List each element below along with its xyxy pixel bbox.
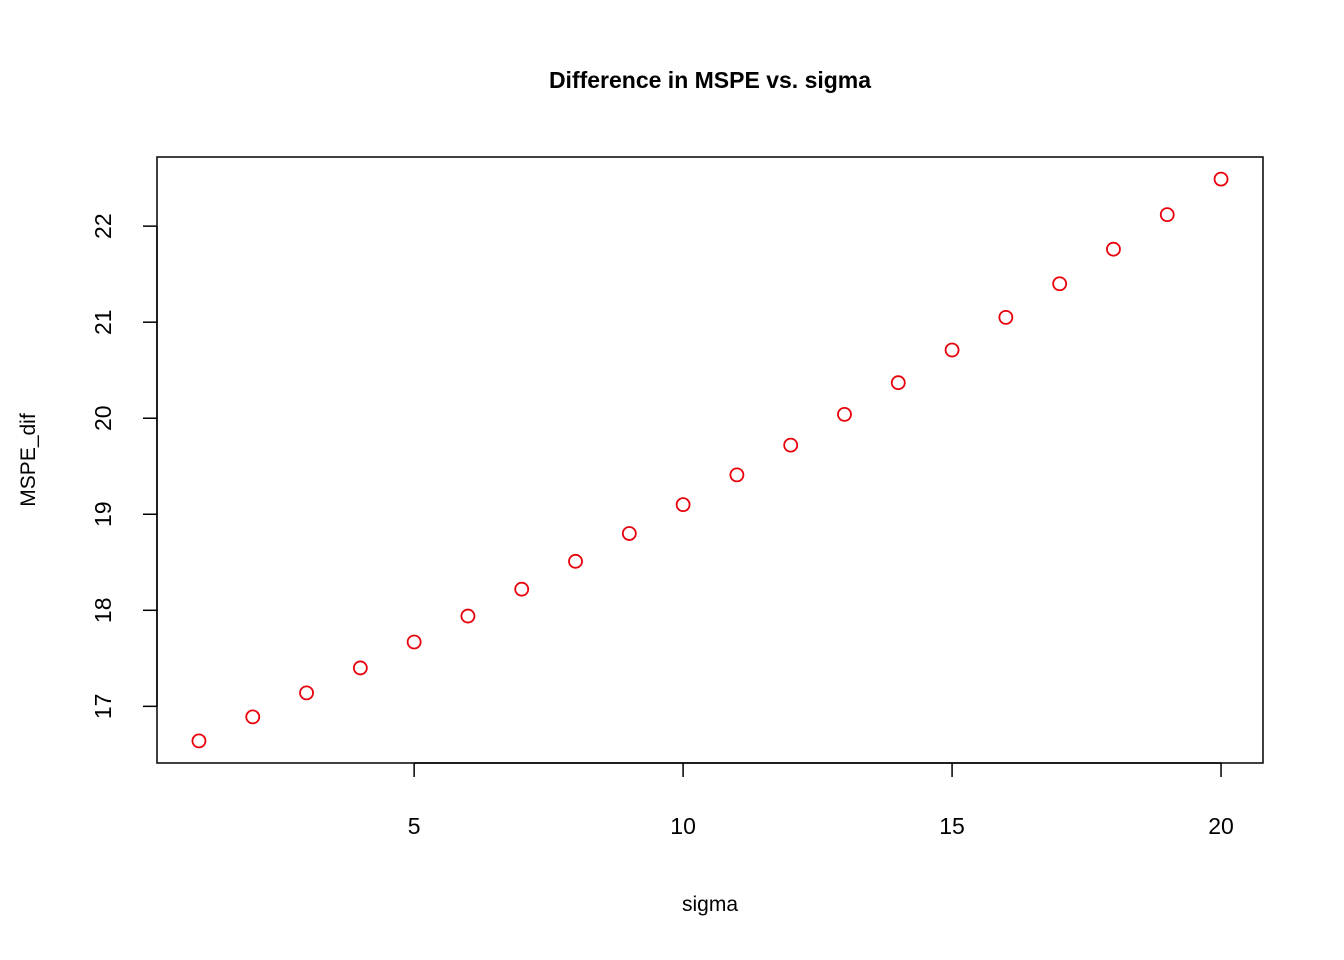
data-point [729, 467, 745, 483]
data-point [406, 634, 422, 650]
x-tick-label: 20 [1208, 813, 1234, 839]
plot-frame [156, 156, 1264, 764]
y-axis: 17 18 19 20 21 22 [90, 213, 158, 720]
data-point [890, 375, 906, 391]
x-tick-label: 5 [408, 813, 421, 839]
data-point [1213, 171, 1229, 187]
data-point [944, 342, 960, 358]
data-point [352, 660, 368, 676]
y-tick-label: 21 [90, 309, 116, 335]
data-point [191, 733, 207, 749]
data-point [299, 685, 314, 701]
data-point [568, 553, 583, 569]
data-point [514, 581, 530, 597]
y-axis-label: MSPE_dif [17, 413, 40, 507]
chart-title: Difference in MSPE vs. sigma [549, 67, 871, 93]
x-tick-label: 10 [670, 813, 696, 839]
data-point [460, 608, 476, 624]
y-tick-label: 17 [90, 694, 116, 720]
y-tick-label: 19 [90, 501, 116, 527]
data-point [1052, 276, 1068, 292]
x-tick-label: 15 [939, 813, 965, 839]
data-point [1159, 207, 1175, 223]
y-tick-label: 20 [90, 405, 116, 431]
data-point [837, 406, 852, 422]
x-axis-label: sigma [682, 893, 738, 916]
data-point [621, 526, 637, 541]
data-point [1106, 241, 1121, 257]
y-tick-label: 18 [90, 598, 116, 624]
y-tick-label: 22 [90, 213, 116, 239]
data-point [783, 437, 799, 453]
x-axis: 5 10 15 20 [408, 762, 1234, 839]
data-point [675, 497, 691, 513]
data-point [245, 709, 261, 725]
data-points [191, 171, 1229, 749]
data-point [998, 309, 1014, 325]
